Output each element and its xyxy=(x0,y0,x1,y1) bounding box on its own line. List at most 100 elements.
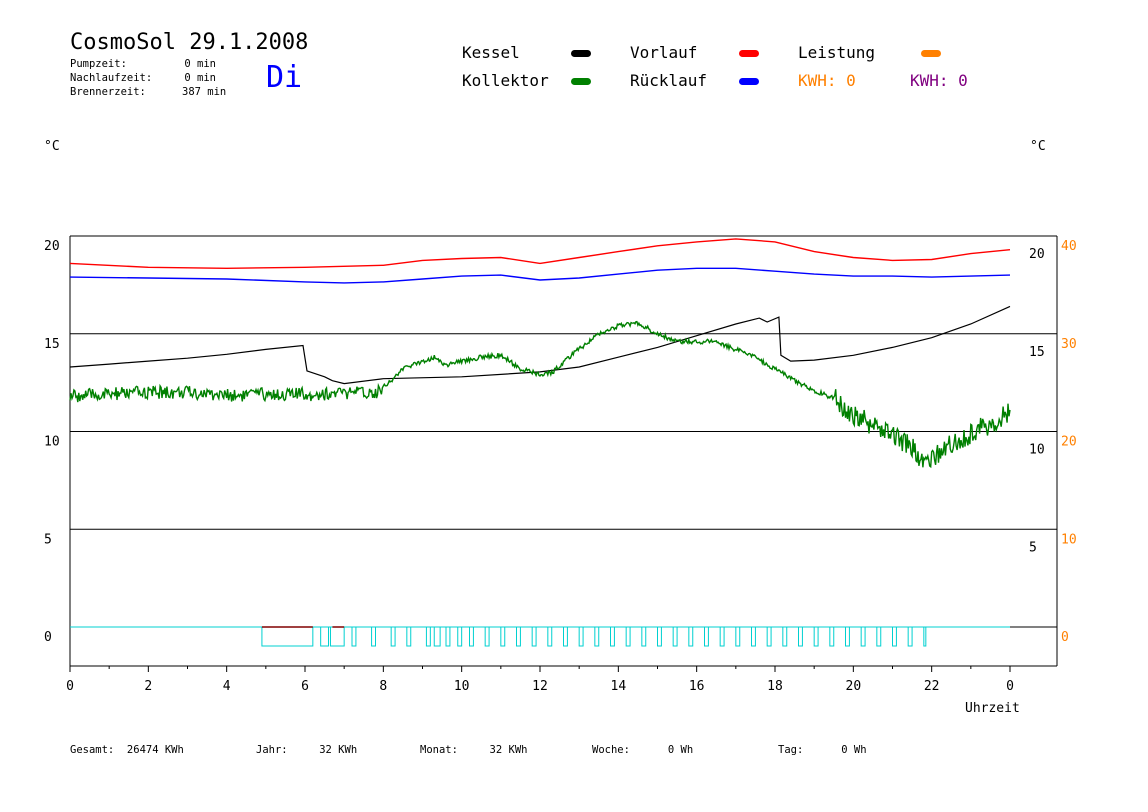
pump-cycle xyxy=(578,626,584,647)
weekday-label: Di xyxy=(266,60,303,95)
pump-cycle xyxy=(688,626,694,647)
legend-vorlauf-label: Vorlauf xyxy=(630,43,698,62)
pump-cycle xyxy=(735,626,741,647)
legend-kessel-swatch xyxy=(571,50,591,57)
pump-cycle xyxy=(751,626,756,647)
footer-value: 32 KWh xyxy=(489,744,528,756)
pump-cycle xyxy=(371,626,377,647)
grid xyxy=(69,235,1058,667)
pump-cycle xyxy=(625,626,631,647)
pump-cycle xyxy=(547,626,553,647)
pump-cycle xyxy=(320,626,329,647)
legend-ruecklauf-label: Rücklauf xyxy=(630,71,708,90)
footer-value: 26474 KWh xyxy=(126,744,184,756)
pump-cycle xyxy=(860,626,866,647)
pump-cycle xyxy=(484,626,490,647)
legend-kessel-label: Kessel xyxy=(462,43,520,62)
pump-cycle xyxy=(594,626,600,647)
stat-label: Nachlaufzeit: xyxy=(70,72,153,84)
pump-cycle xyxy=(406,626,412,647)
x-tick-label: 6 xyxy=(301,679,309,694)
x-tick-label: 18 xyxy=(767,679,783,694)
axis-ticks: 20 15 10 5 0 20 15 10 5 40 30 20 10 0 0 2 4 6 8 10 12 14 16 18 2… xyxy=(44,239,1077,694)
pump-cycle xyxy=(433,626,441,647)
legend-leistung-label: Leistung xyxy=(798,43,876,62)
legend-kollektor-label: Kollektor xyxy=(462,71,549,90)
x-tick-label: 22 xyxy=(924,679,940,694)
stat-row: Nachlaufzeit: 0 min xyxy=(70,72,216,85)
x-tick-label: 8 xyxy=(379,679,387,694)
pump-cycle xyxy=(798,626,803,647)
pump-cycle xyxy=(892,626,897,647)
footer-label: Gesamt: xyxy=(70,744,115,756)
x-tick-label: 0 xyxy=(1006,679,1014,694)
pump-cycle xyxy=(876,626,882,647)
stat-row: Pumpzeit: 0 min xyxy=(70,58,216,71)
footer-label: Jahr: xyxy=(256,744,288,756)
pump-cycle xyxy=(500,626,506,647)
kw-tick-label: 0 xyxy=(1061,630,1069,645)
legend-kollektor-swatch xyxy=(571,78,591,85)
legend-kwh-orange: KWH: 0 xyxy=(798,71,856,90)
x-tick-label: 20 xyxy=(846,679,862,694)
y-tick-label: 20 xyxy=(44,239,60,254)
y-tick-label-right: 5 xyxy=(1029,540,1037,555)
x-tick-label: 10 xyxy=(454,679,470,694)
x-tick-label: 14 xyxy=(611,679,627,694)
pump-cycle xyxy=(923,626,927,647)
kw-tick-label: 30 xyxy=(1061,337,1077,352)
series-vorlauf xyxy=(69,238,1011,270)
pump-cycle xyxy=(516,626,521,647)
y-tick-label: 0 xyxy=(44,630,52,645)
y-tick-label: 15 xyxy=(44,337,60,352)
pump-cycle xyxy=(329,626,345,647)
footer-label: Woche: xyxy=(592,744,630,756)
pump-cycle xyxy=(641,626,647,647)
x-tick-label: 0 xyxy=(66,679,74,694)
series-kessel xyxy=(69,305,1011,385)
footer-item: Tag: 0 Wh xyxy=(778,744,867,756)
footer-value: 0 Wh xyxy=(841,744,867,756)
kw-tick-label: 40 xyxy=(1061,239,1077,254)
right-unit-label: °C xyxy=(1030,139,1046,154)
footer-item: Monat: 32 KWh xyxy=(420,744,527,756)
pump-cycle xyxy=(261,626,314,647)
y-tick-label: 10 xyxy=(44,435,60,450)
legend-vorlauf-swatch xyxy=(739,50,759,57)
kw-tick-label: 10 xyxy=(1061,532,1077,547)
y-tick-label-right: 20 xyxy=(1029,247,1045,262)
y-tick-label-right: 15 xyxy=(1029,345,1045,360)
x-tick-label: 2 xyxy=(144,679,152,694)
series-kollektor xyxy=(69,320,1011,469)
pump-cycle xyxy=(445,626,451,647)
chart-title: CosmoSol 29.1.2008 xyxy=(70,30,309,55)
footer-value: 0 Wh xyxy=(667,744,694,756)
footer-label: Monat: xyxy=(420,744,458,756)
pump-cycle xyxy=(672,626,678,647)
stat-value: 0 min xyxy=(184,72,216,84)
series-rcklauf xyxy=(69,267,1011,284)
pump-cycle xyxy=(657,626,662,647)
footer-item: Gesamt: 26474 KWh xyxy=(70,744,184,756)
pump-cycle xyxy=(719,626,725,647)
pump-cycle xyxy=(829,626,835,647)
stat-label: Brennerzeit: xyxy=(70,86,146,98)
pump-cycle xyxy=(782,626,788,647)
x-tick-label: 4 xyxy=(223,679,231,694)
legend-ruecklauf-swatch xyxy=(739,78,759,85)
legend-leistung-swatch xyxy=(921,50,941,57)
y-tick-label-right: 10 xyxy=(1029,443,1045,458)
pump-cycles xyxy=(261,626,1057,647)
stat-value: 0 min xyxy=(184,58,216,70)
pump-cycle xyxy=(390,626,396,647)
pump-cycle xyxy=(845,626,850,647)
pump-cycle xyxy=(704,626,709,647)
pump-cycle xyxy=(610,626,615,647)
series-lines xyxy=(69,238,1011,469)
footer-label: Tag: xyxy=(778,744,804,756)
pump-cycle xyxy=(766,626,772,647)
footer-item: Woche: 0 Wh xyxy=(592,744,693,756)
footer-value: 32 KWh xyxy=(319,744,358,756)
pump-cycle xyxy=(457,626,463,647)
